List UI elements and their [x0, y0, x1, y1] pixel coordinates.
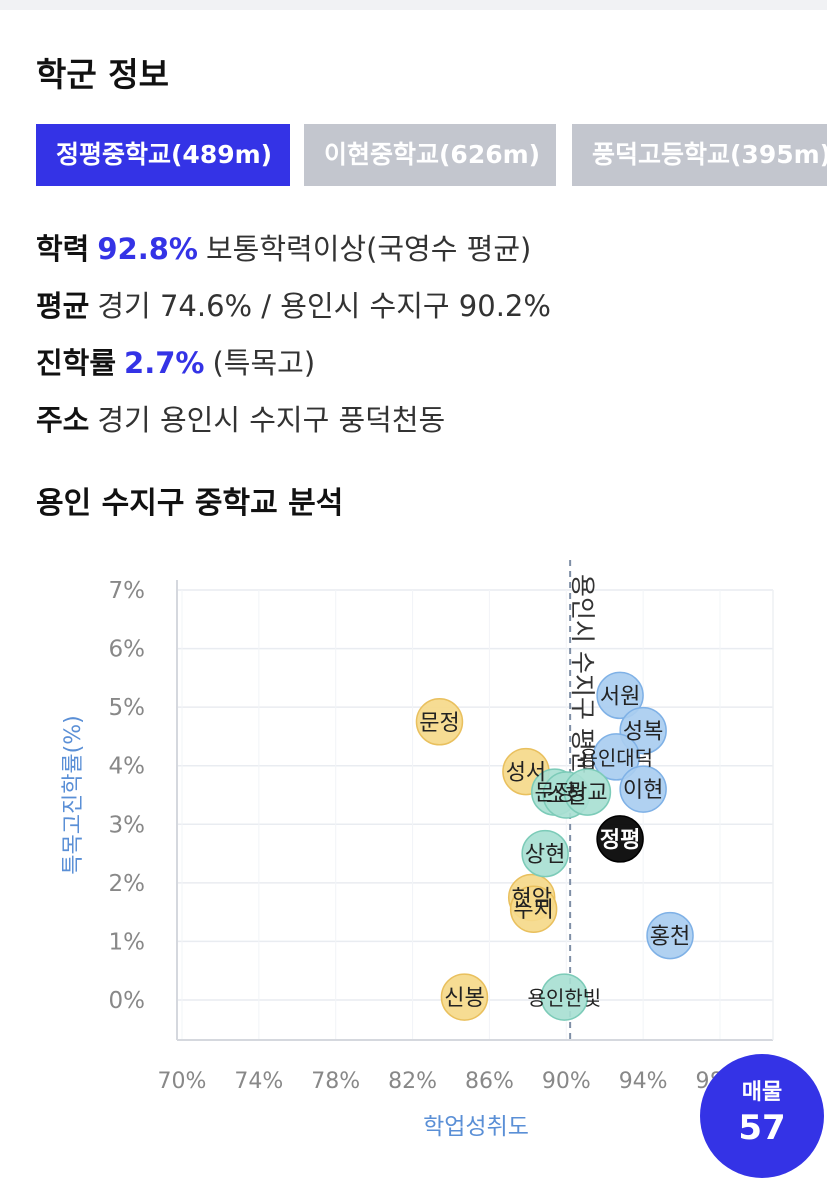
tab-jeongpyeong-middle[interactable]: 정평중학교(489m)	[36, 124, 290, 186]
data-point	[440, 973, 489, 1021]
data-point-label: 홍천	[650, 925, 690, 950]
y-tick-label: 5%	[109, 695, 146, 721]
y-axis-title: 특목고진학률(%)	[61, 715, 86, 875]
data-point	[592, 733, 640, 781]
tab-pungdeok-high[interactable]: 풍덕고등학교(395m)	[572, 124, 827, 186]
data-point-label: 상현	[525, 843, 565, 868]
academic-desc: 보통학력이상(국영수 평균)	[205, 232, 532, 266]
data-point-label: 정평	[600, 828, 640, 853]
reference-line-label: 용인시 수지구 평균	[568, 574, 597, 774]
school-tabs: 정평중학교(489m) 이현중학교(626m) 풍덕고등학교(395m)	[36, 124, 827, 186]
academic-value: 92.8%	[97, 232, 198, 266]
x-tick-label: 94%	[619, 1069, 668, 1094]
school-info: 학력 92.8% 보통학력이상(국영수 평균) 평균 경기 74.6% / 용인시 수…	[36, 224, 816, 452]
section-title: 학군 정보	[36, 55, 169, 94]
advance-row: 진학률 2.7% (특목고)	[36, 338, 816, 395]
tab-ihyeon-middle[interactable]: 이현중학교(626m)	[304, 124, 556, 186]
data-point-label: 문정	[419, 711, 459, 736]
x-tick-label: 90%	[542, 1069, 591, 1094]
x-tick-label: 86%	[465, 1069, 514, 1094]
x-tick-label: 82%	[388, 1069, 437, 1094]
data-point	[540, 973, 589, 1021]
data-point	[646, 911, 694, 960]
data-point	[619, 765, 667, 813]
data-point-label: 광교	[567, 781, 607, 806]
data-point	[521, 829, 569, 878]
data-point	[596, 815, 644, 863]
data-point-label: 성서	[506, 761, 546, 786]
listings-button[interactable]: 매물 57	[700, 1054, 824, 1178]
advance-key: 진학률	[36, 346, 117, 380]
data-point-label: 소현	[546, 784, 586, 809]
address-text: 경기 용인시 수지구 풍덕천동	[97, 403, 446, 437]
advance-desc: (특목고)	[212, 346, 316, 380]
y-tick-label: 3%	[109, 812, 146, 838]
scatter-chart: 0%1%2%3%4%5%6%7%70%74%78%82%86%90%94%98%…	[61, 560, 774, 1140]
x-tick-label: 78%	[311, 1069, 360, 1094]
y-tick-label: 2%	[109, 871, 146, 897]
data-point-label: 용인대덕	[579, 746, 653, 770]
top-divider-bar	[0, 0, 827, 10]
advance-value: 2.7%	[124, 346, 205, 380]
data-point-label: 성복	[623, 720, 663, 745]
data-point	[563, 768, 612, 816]
listings-count: 57	[738, 1108, 786, 1148]
data-point-label: 용인한빛	[528, 986, 602, 1010]
academic-key: 학력	[36, 232, 90, 266]
data-point	[509, 885, 558, 933]
x-tick-label: 70%	[158, 1069, 207, 1094]
average-key: 평균	[36, 289, 90, 323]
data-point-label: 신봉	[444, 986, 484, 1011]
average-row: 평균 경기 74.6% / 용인시 수지구 90.2%	[36, 281, 816, 338]
address-key: 주소	[36, 403, 90, 437]
y-tick-label: 1%	[109, 929, 146, 955]
data-point-label: 이현	[623, 778, 663, 803]
x-tick-label: 74%	[234, 1069, 283, 1094]
y-tick-label: 0%	[109, 988, 146, 1014]
data-point-label: 수지	[513, 898, 553, 923]
data-point-label: 서원	[600, 684, 640, 709]
address-row: 주소 경기 용인시 수지구 풍덕천동	[36, 395, 816, 452]
y-tick-label: 6%	[109, 637, 146, 663]
y-tick-label: 7%	[109, 578, 146, 604]
data-point-label: 문정	[535, 781, 575, 806]
data-point	[596, 671, 644, 720]
data-point-label: 현암	[511, 887, 551, 912]
x-axis-title: 학업성취도	[423, 1114, 529, 1140]
listings-label: 매물	[741, 1080, 783, 1105]
chart-title: 용인 수지구 중학교 분석	[36, 486, 344, 521]
academic-row: 학력 92.8% 보통학력이상(국영수 평균)	[36, 224, 816, 281]
average-text: 경기 74.6% / 용인시 수지구 90.2%	[97, 289, 551, 323]
data-point	[415, 698, 464, 746]
y-tick-label: 4%	[109, 754, 146, 780]
